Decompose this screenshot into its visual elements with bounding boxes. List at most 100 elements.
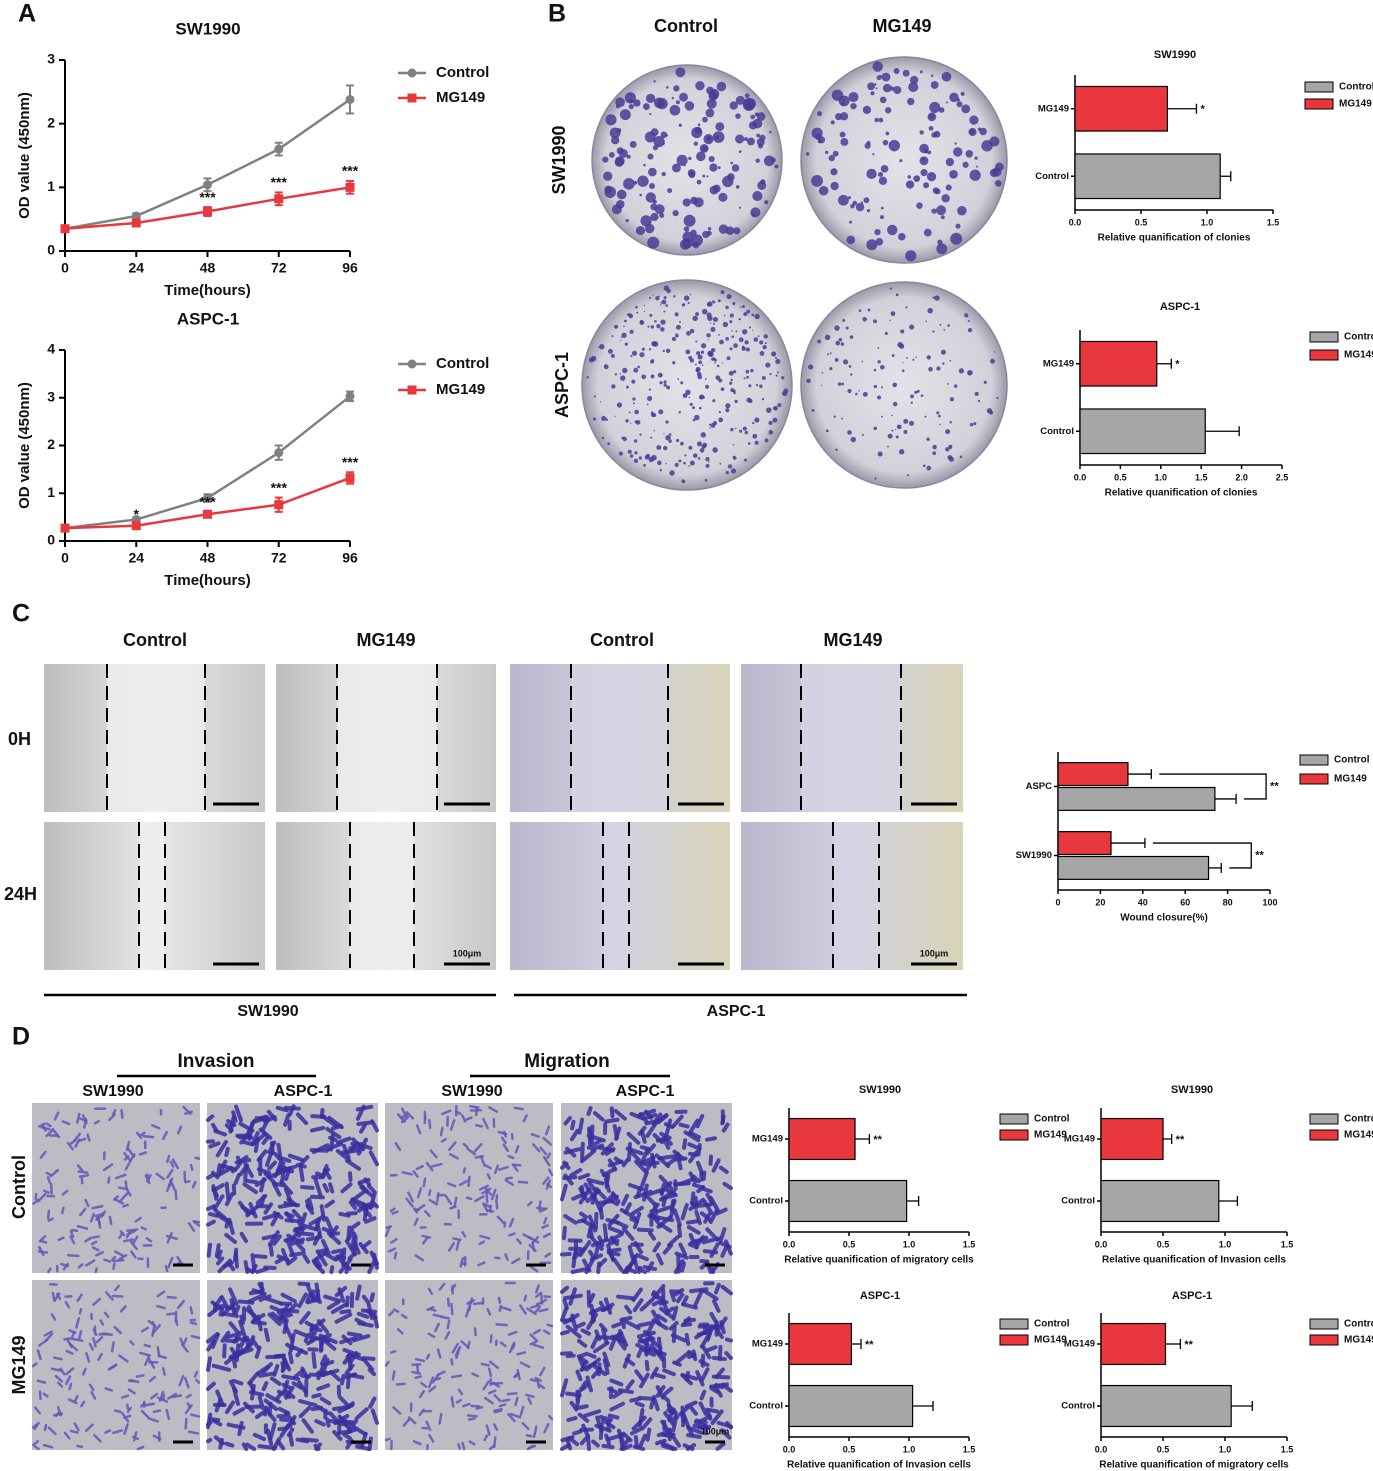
colony [950, 232, 963, 245]
cell [166, 1168, 174, 1179]
cell [635, 1186, 642, 1198]
colony-plate [591, 64, 783, 256]
cell [282, 1379, 290, 1394]
cell [490, 1188, 497, 1201]
cell [237, 1200, 251, 1216]
colony [808, 364, 814, 370]
cell [247, 1371, 260, 1386]
colony [605, 418, 609, 421]
colony [838, 337, 843, 342]
colony [599, 401, 602, 403]
cell [576, 1338, 588, 1348]
colony [663, 310, 666, 313]
colony [926, 172, 937, 182]
bar [1057, 762, 1129, 787]
colony [604, 185, 613, 194]
colony [919, 156, 929, 166]
colony [707, 301, 713, 307]
colony [708, 423, 711, 426]
chart-title: ASPC-1 [177, 309, 239, 328]
point [203, 207, 212, 217]
significance: *** [342, 163, 359, 179]
colony [666, 385, 671, 390]
cell [660, 1419, 670, 1433]
cell [428, 1434, 435, 1443]
colony [925, 320, 927, 322]
colony [852, 200, 858, 206]
cell [110, 1341, 115, 1353]
cell [465, 1116, 473, 1121]
colony [842, 319, 846, 322]
colony [768, 420, 773, 426]
cell [150, 1392, 159, 1400]
cell [272, 1181, 285, 1188]
colony [706, 312, 712, 318]
legend-swatch [1299, 754, 1329, 766]
colony [761, 376, 766, 380]
colony [827, 353, 829, 356]
cell [226, 1422, 246, 1430]
x-tick-label: 1.0 [903, 1239, 916, 1249]
cell [462, 1167, 467, 1174]
colony [873, 368, 877, 372]
cell [656, 1313, 668, 1323]
cell [250, 1337, 261, 1350]
cell [245, 1179, 259, 1185]
colony [996, 396, 999, 399]
cell [37, 1250, 49, 1254]
colony [675, 324, 681, 330]
cell [186, 1402, 192, 1409]
cell [357, 1321, 374, 1328]
cell [415, 1164, 424, 1171]
cell [69, 1429, 79, 1434]
cell [709, 1386, 719, 1394]
cell [575, 1321, 586, 1329]
cell [615, 1220, 629, 1229]
cell [50, 1367, 62, 1372]
colony [676, 154, 688, 166]
colony [712, 316, 719, 322]
cell [228, 1379, 239, 1394]
cell [488, 1360, 499, 1369]
legend-marker [407, 68, 417, 78]
x-axis-label: Relative quanification of clonies [1105, 488, 1258, 499]
cell [658, 1300, 669, 1306]
cell [129, 1240, 139, 1251]
cell [108, 1215, 113, 1226]
cell [598, 1422, 604, 1440]
colony [660, 304, 662, 306]
colony [949, 359, 952, 362]
category-label: SW1990 [1016, 850, 1052, 861]
legend-label: Control [1339, 82, 1373, 93]
colony [588, 357, 595, 363]
colony [642, 103, 650, 110]
legend-label: MG149 [1344, 1335, 1373, 1346]
cell [560, 1378, 569, 1398]
cell [301, 1418, 314, 1434]
cell [562, 1298, 569, 1311]
colony [846, 235, 856, 245]
cell [638, 1112, 649, 1124]
colony [907, 97, 915, 106]
colony [603, 364, 609, 370]
cell [359, 1123, 367, 1134]
cell [337, 1257, 352, 1271]
wound-gap [833, 822, 879, 970]
colony [755, 383, 759, 387]
colony [732, 443, 735, 446]
cell [486, 1209, 495, 1213]
colony [932, 444, 937, 450]
wound-image [44, 664, 265, 812]
cell [649, 1366, 659, 1380]
colony [891, 429, 894, 432]
colony [878, 117, 884, 123]
colony [758, 143, 763, 149]
colony [855, 392, 858, 396]
cell [561, 1225, 567, 1241]
y-tick-label: 2 [47, 114, 55, 130]
legend-swatch [1304, 81, 1334, 93]
bar [1074, 153, 1221, 200]
colony [725, 408, 730, 413]
colony [633, 367, 639, 373]
colony [663, 296, 667, 300]
